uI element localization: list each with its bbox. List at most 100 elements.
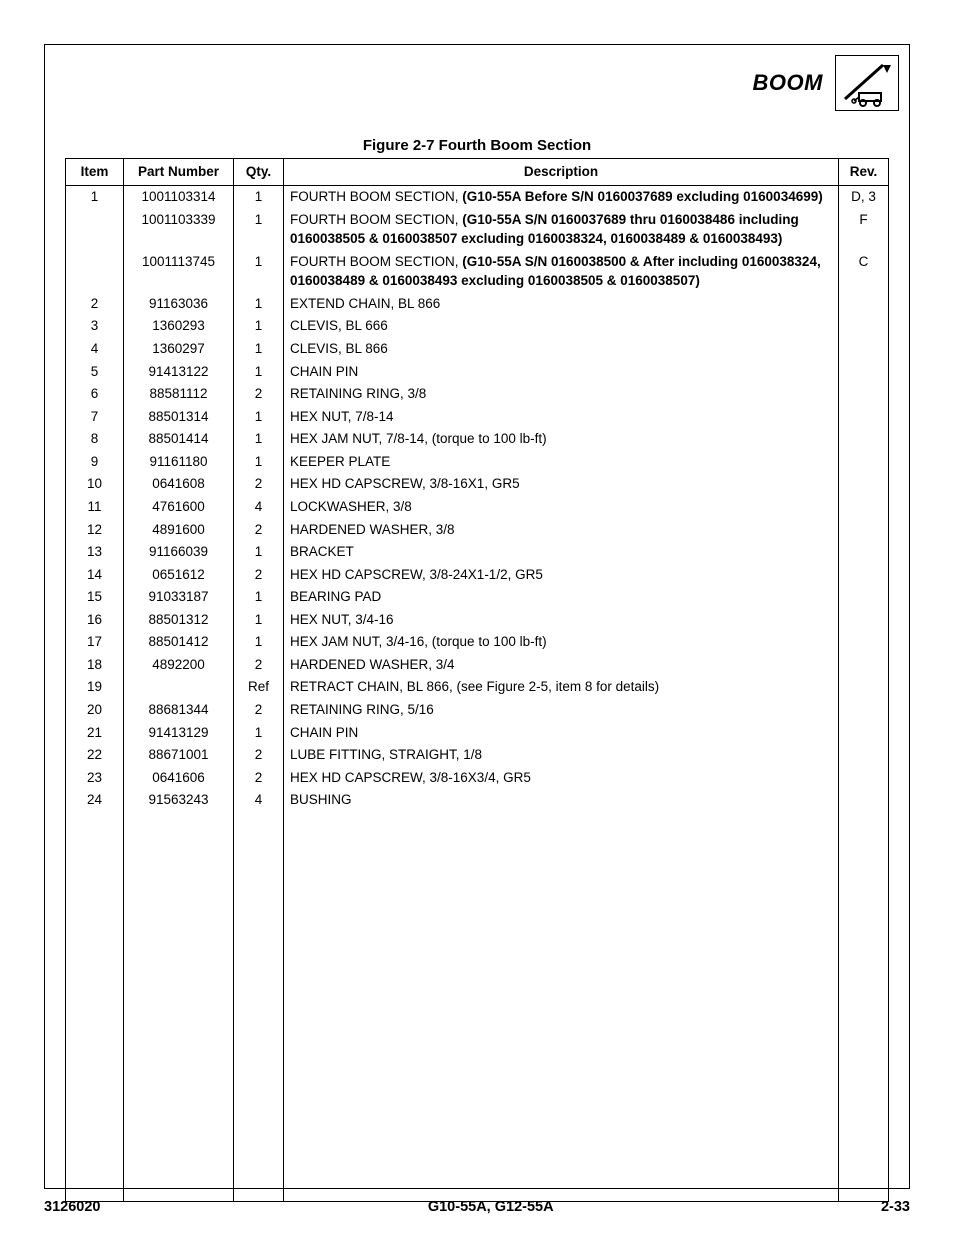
table-row: 10011137451FOURTH BOOM SECTION, (G10-55A… [66, 250, 889, 292]
cell-item: 7 [66, 405, 124, 428]
cell-qty: 2 [234, 744, 284, 767]
spacer-cell [284, 811, 839, 1201]
cell-rev: F [839, 208, 889, 250]
content-frame: BOOM Figure 2-7 Fourth Boom Section [44, 44, 910, 1189]
cell-desc: BRACKET [284, 541, 839, 564]
cell-item: 8 [66, 428, 124, 451]
table-row: 313602931CLEVIS, BL 666 [66, 315, 889, 338]
cell-part: 91033187 [124, 586, 234, 609]
cell-desc: LOCKWASHER, 3/8 [284, 495, 839, 518]
table-row: 6885811122RETAINING RING, 3/8 [66, 383, 889, 406]
parts-table: Item Part Number Qty. Description Rev. 1… [65, 158, 889, 1202]
cell-part: 88581112 [124, 383, 234, 406]
cell-qty: 2 [234, 473, 284, 496]
cell-qty: 1 [234, 315, 284, 338]
cell-item: 20 [66, 699, 124, 722]
cell-item: 17 [66, 631, 124, 654]
cell-rev [839, 405, 889, 428]
cell-rev [839, 473, 889, 496]
cell-qty: 1 [234, 405, 284, 428]
cell-part: 91161180 [124, 450, 234, 473]
cell-desc: HEX HD CAPSCREW, 3/8-16X1, GR5 [284, 473, 839, 496]
cell-qty: 1 [234, 185, 284, 208]
cell-rev [839, 676, 889, 699]
cell-item: 18 [66, 653, 124, 676]
cell-part [124, 676, 234, 699]
cell-qty: Ref [234, 676, 284, 699]
cell-qty: 1 [234, 208, 284, 250]
cell-item: 2 [66, 292, 124, 315]
cell-rev [839, 495, 889, 518]
table-row: 17885014121HEX JAM NUT, 3/4-16, (torque … [66, 631, 889, 654]
footer-page: 2-33 [881, 1199, 910, 1215]
cell-rev [839, 699, 889, 722]
cell-qty: 2 [234, 383, 284, 406]
cell-qty: 2 [234, 699, 284, 722]
cell-rev [839, 608, 889, 631]
table-row: 2911630361EXTEND CHAIN, BL 866 [66, 292, 889, 315]
cell-part: 4891600 [124, 518, 234, 541]
cell-rev [839, 789, 889, 812]
table-row: 16885013121HEX NUT, 3/4-16 [66, 608, 889, 631]
cell-part: 4892200 [124, 653, 234, 676]
cell-rev [839, 428, 889, 451]
cell-desc: RETAINING RING, 3/8 [284, 383, 839, 406]
cell-desc: LUBE FITTING, STRAIGHT, 1/8 [284, 744, 839, 767]
cell-rev [839, 721, 889, 744]
cell-item: 24 [66, 789, 124, 812]
cell-rev [839, 766, 889, 789]
cell-desc: EXTEND CHAIN, BL 866 [284, 292, 839, 315]
cell-rev [839, 292, 889, 315]
parts-table-container: Item Part Number Qty. Description Rev. 1… [45, 158, 909, 1202]
cell-qty: 1 [234, 541, 284, 564]
cell-item [66, 250, 124, 292]
cell-item: 13 [66, 541, 124, 564]
cell-desc: FOURTH BOOM SECTION, (G10-55A Before S/N… [284, 185, 839, 208]
cell-desc: KEEPER PLATE [284, 450, 839, 473]
cell-rev [839, 586, 889, 609]
table-row: 5914131221CHAIN PIN [66, 360, 889, 383]
cell-qty: 1 [234, 721, 284, 744]
cell-part: 91563243 [124, 789, 234, 812]
cell-item: 4 [66, 338, 124, 361]
cell-part: 88501414 [124, 428, 234, 451]
table-row: 7885013141HEX NUT, 7/8-14 [66, 405, 889, 428]
spacer-cell [234, 811, 284, 1201]
table-row: 413602971CLEVIS, BL 866 [66, 338, 889, 361]
parts-table-head: Item Part Number Qty. Description Rev. [66, 159, 889, 186]
cell-qty: 4 [234, 789, 284, 812]
table-row: 1406516122HEX HD CAPSCREW, 3/8-24X1-1/2,… [66, 563, 889, 586]
table-row: 20886813442RETAINING RING, 5/16 [66, 699, 889, 722]
cell-part: 4761600 [124, 495, 234, 518]
cell-desc: FOURTH BOOM SECTION, (G10-55A S/N 016003… [284, 208, 839, 250]
col-part: Part Number [124, 159, 234, 186]
boom-icon [839, 59, 895, 107]
cell-part: 88501314 [124, 405, 234, 428]
col-item: Item [66, 159, 124, 186]
parts-table-body: 110011033141FOURTH BOOM SECTION, (G10-55… [66, 185, 889, 1201]
cell-item: 15 [66, 586, 124, 609]
cell-desc: HEX NUT, 7/8-14 [284, 405, 839, 428]
cell-part: 88671001 [124, 744, 234, 767]
cell-part: 1001113745 [124, 250, 234, 292]
cell-desc: HEX HD CAPSCREW, 3/8-24X1-1/2, GR5 [284, 563, 839, 586]
cell-part: 91413129 [124, 721, 234, 744]
spacer-cell [839, 811, 889, 1201]
cell-rev: C [839, 250, 889, 292]
cell-qty: 1 [234, 631, 284, 654]
cell-item: 10 [66, 473, 124, 496]
cell-desc: HARDENED WASHER, 3/4 [284, 653, 839, 676]
cell-rev [839, 541, 889, 564]
cell-desc: FOURTH BOOM SECTION, (G10-55A S/N 016003… [284, 250, 839, 292]
spacer-cell [124, 811, 234, 1201]
cell-desc: HEX NUT, 3/4-16 [284, 608, 839, 631]
cell-rev [839, 653, 889, 676]
cell-qty: 1 [234, 608, 284, 631]
cell-desc: CHAIN PIN [284, 721, 839, 744]
table-row: 110011033141FOURTH BOOM SECTION, (G10-55… [66, 185, 889, 208]
table-row: 22886710012LUBE FITTING, STRAIGHT, 1/8 [66, 744, 889, 767]
cell-part: 0641608 [124, 473, 234, 496]
table-row: 2306416062HEX HD CAPSCREW, 3/8-16X3/4, G… [66, 766, 889, 789]
cell-desc: BEARING PAD [284, 586, 839, 609]
cell-part: 91163036 [124, 292, 234, 315]
